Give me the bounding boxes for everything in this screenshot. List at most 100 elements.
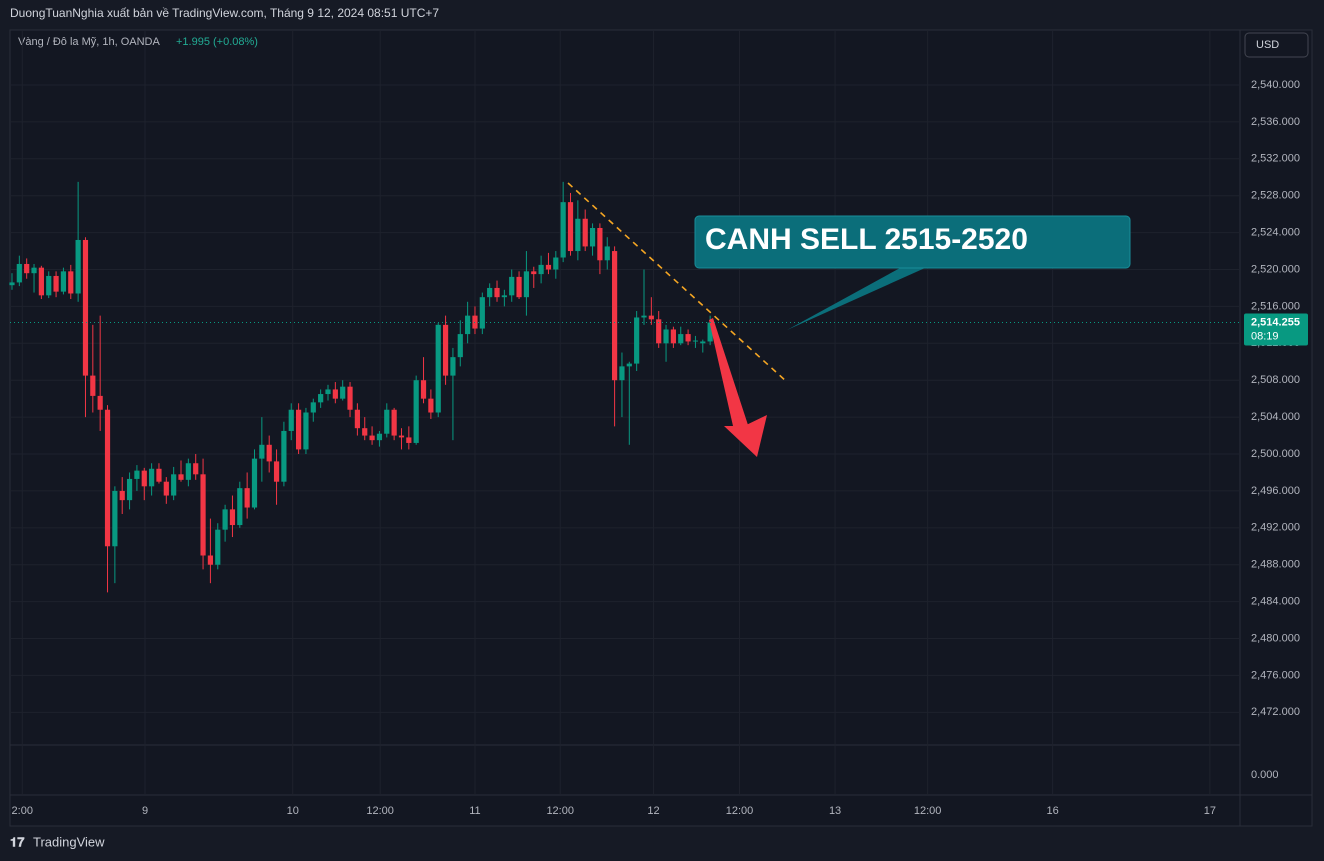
callout-pointer	[787, 268, 925, 330]
candle-body	[90, 375, 96, 396]
y-tick-label: 2,484.000	[1251, 596, 1300, 608]
candle-body	[413, 380, 419, 443]
candle-body	[156, 468, 162, 482]
candle-body	[332, 389, 338, 399]
candle-body	[450, 357, 456, 376]
currency-button[interactable]	[1244, 32, 1309, 58]
callout-text: CANH SELL 2515-2520	[705, 223, 1028, 256]
candle-body	[24, 263, 30, 274]
candle-body	[38, 267, 44, 296]
y-tick-label: 2,532.000	[1251, 153, 1300, 165]
x-tick-label: 11	[469, 805, 480, 817]
candle-body	[692, 340, 699, 342]
x-tick-label: 12:00	[546, 805, 574, 817]
countdown: 08:19	[1251, 330, 1279, 342]
candle-body	[538, 264, 544, 275]
y-tick-label: 2,476.000	[1251, 669, 1300, 681]
y-tick-label: 2,520.000	[1251, 263, 1300, 275]
y-tick-label: 2,528.000	[1251, 190, 1300, 202]
candle-body	[60, 271, 67, 292]
y-tick-label: 2,508.000	[1251, 374, 1300, 386]
candle-body	[626, 363, 632, 367]
candle-body	[207, 555, 214, 565]
y-tick-label: 2,496.000	[1251, 485, 1300, 497]
candle-body	[494, 287, 500, 298]
candle-body	[46, 275, 52, 296]
candle-body	[457, 334, 463, 358]
brand-logo: 𝟏𝟕	[10, 834, 25, 849]
candle-body	[97, 395, 103, 410]
candle-body	[678, 334, 684, 344]
x-tick-label: 9	[142, 805, 148, 817]
x-tick-label: 13	[829, 805, 841, 817]
candle-body	[347, 386, 353, 410]
candle-body	[215, 529, 221, 565]
candle-body	[465, 315, 471, 335]
candle-body	[303, 412, 309, 450]
candle-body	[193, 463, 199, 475]
candle-body	[126, 478, 133, 501]
candle-body	[112, 490, 118, 547]
candle-body	[663, 329, 669, 344]
candle-body	[288, 409, 294, 431]
candle-body	[648, 315, 654, 320]
candle-body	[420, 380, 427, 399]
brand: TradingView	[33, 834, 105, 849]
candle-body	[435, 324, 441, 413]
publisher: DuongTuanNghia xuất bản về TradingView.c…	[10, 6, 439, 20]
y-tick-label: 2,472.000	[1251, 706, 1300, 718]
candle-body	[582, 218, 588, 247]
candle-body	[553, 257, 559, 270]
candle-body	[545, 264, 552, 270]
candle-body	[442, 324, 449, 376]
candle-body	[325, 389, 331, 395]
candle-body	[119, 490, 125, 501]
x-tick-label: 10	[287, 805, 299, 817]
candle-body	[509, 276, 515, 296]
candle-body	[634, 317, 640, 364]
candle-body	[9, 282, 15, 286]
candle-body	[641, 315, 647, 318]
currency[interactable]: USD	[1256, 39, 1279, 51]
y-tick-label: 2,516.000	[1251, 300, 1300, 312]
candle-body	[200, 474, 206, 556]
y-tick-label: 2,492.000	[1251, 522, 1300, 534]
candle-body	[75, 239, 81, 294]
candle-body	[266, 444, 272, 462]
candle-body	[589, 227, 596, 247]
candle-body	[369, 435, 375, 441]
y-tick-label: 2,504.000	[1251, 411, 1300, 423]
candle-body	[318, 394, 324, 403]
candle-body	[670, 329, 676, 344]
candle-body	[656, 319, 662, 344]
x-tick-label: 16	[1046, 805, 1058, 817]
candle-body	[567, 202, 574, 252]
candle-body	[251, 458, 258, 508]
candle-body	[281, 430, 287, 482]
candle-body	[479, 297, 485, 329]
candle-body	[237, 488, 243, 526]
candle-body	[531, 271, 537, 275]
candle-body	[149, 468, 155, 487]
candle-body	[501, 295, 507, 298]
y-tick-label: 2,480.000	[1251, 632, 1300, 644]
y-tick-label: 0.000	[1251, 769, 1279, 781]
candle-body	[597, 227, 603, 261]
candle-body	[707, 322, 713, 342]
x-tick-label: 2:00	[12, 805, 33, 817]
trend-line	[567, 182, 788, 383]
candle-body	[259, 444, 265, 459]
x-tick-label: 12:00	[366, 805, 394, 817]
candle-body	[391, 409, 397, 436]
candle-body	[376, 433, 383, 441]
y-tick-label: 2,500.000	[1251, 448, 1300, 460]
x-tick-label: 17	[1204, 805, 1216, 817]
candle-body	[384, 409, 390, 434]
candle-body	[428, 398, 434, 413]
candle-body	[82, 239, 89, 376]
candle-body	[487, 287, 493, 298]
candle-body	[340, 386, 346, 399]
callout-box	[694, 215, 1131, 269]
candle-body	[406, 437, 412, 443]
